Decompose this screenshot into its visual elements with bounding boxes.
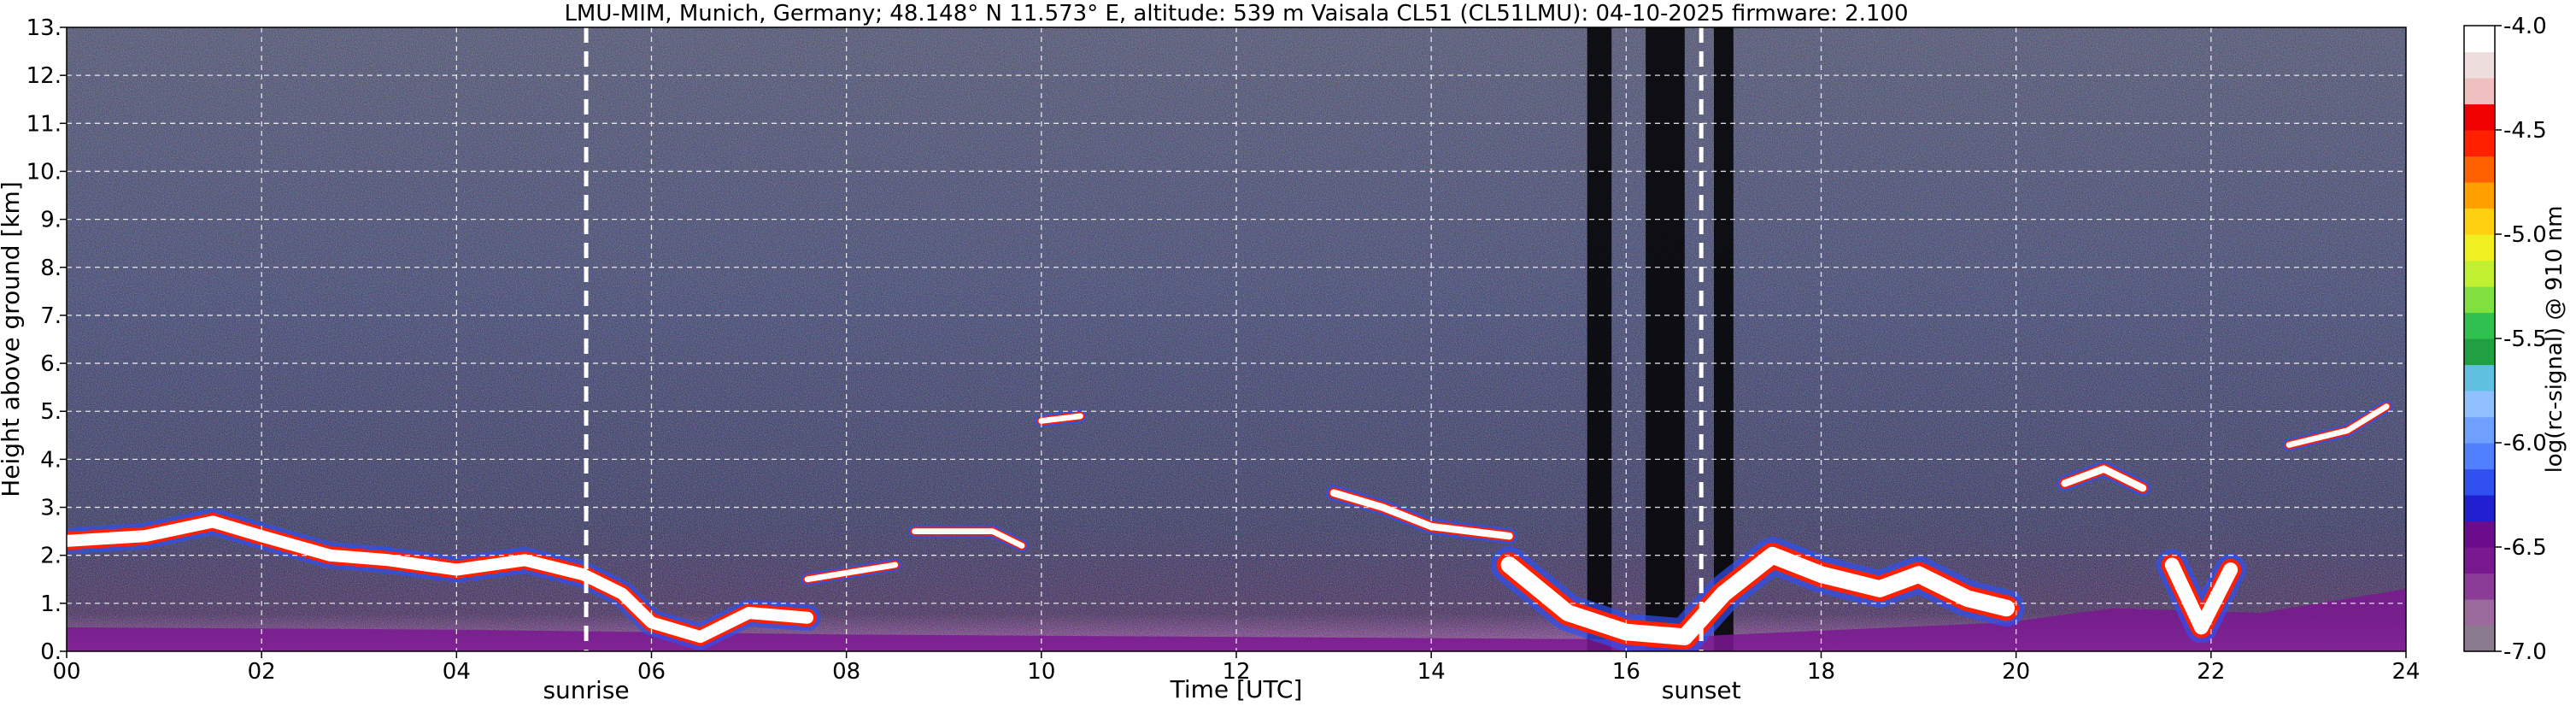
plot-area [67, 27, 2406, 651]
x-tick-label: 18 [1807, 659, 1835, 685]
colorbar-tick-label: -6.0 [2503, 431, 2547, 456]
y-tick-label: 9. [40, 208, 62, 233]
low-signal-columns [1587, 27, 1734, 651]
colorbar-segment [2464, 182, 2495, 209]
x-tick-label: 02 [248, 659, 276, 685]
x-tick-label: 22 [2197, 659, 2225, 685]
y-tick-label: 5. [40, 399, 62, 425]
colorbar-segment [2464, 573, 2495, 600]
cloud-layer-mid-patches-b [908, 525, 1029, 552]
x-tick-label: 20 [2002, 659, 2030, 685]
colorbar-segment [2464, 234, 2495, 262]
colorbar-segment [2464, 130, 2495, 157]
colorbar-tick-label: -5.0 [2503, 222, 2547, 248]
dark-column [1646, 27, 1685, 651]
dark-column [1587, 27, 1612, 651]
y-tick-label: 0. [40, 639, 62, 665]
y-axis-label: Height above ground [km] [0, 181, 25, 497]
cloud-layer-mid-patches-d [1325, 485, 1517, 544]
colorbar-segment [2464, 521, 2495, 548]
colorbar-tick-label: -5.5 [2503, 327, 2547, 352]
y-axis-ticks: 0. 1. 2. 3. 4. 5. 6. 7. 8. 9. 10. 11. 12. 13. [26, 15, 67, 665]
colorbar: -7.0 -6.5 -6.0 -5.5 -5.0 -4.5 -4.0 [2463, 14, 2547, 665]
y-tick-label: 4. [40, 447, 62, 473]
y-tick-label: 7. [40, 303, 62, 329]
cloud-layer-mid-patches-c [1035, 409, 1087, 427]
cloud-layer-evening-low [2156, 549, 2247, 644]
x-tick-label: 24 [2391, 659, 2420, 685]
colorbar-segment [2464, 103, 2495, 131]
cloud-layers [67, 400, 2393, 651]
colorbar-segment [2464, 625, 2495, 652]
colorbar-segment [2464, 391, 2495, 418]
event-label-sunrise: sunrise [543, 676, 629, 704]
x-tick-label: 14 [1417, 659, 1446, 685]
colorbar-segment [2464, 547, 2495, 574]
x-tick-label: 16 [1612, 659, 1640, 685]
colorbar-tick-label: -4.0 [2503, 14, 2547, 39]
colorbar-tick-label: -4.5 [2503, 118, 2547, 144]
event-label-sunset: sunset [1662, 676, 1741, 704]
colorbar-segment [2464, 312, 2495, 339]
x-tick-label: 10 [1027, 659, 1055, 685]
colorbar-segment [2464, 26, 2495, 53]
cloud-layer-mid-patches-a [801, 558, 902, 586]
colorbar-segment [2464, 443, 2495, 470]
colorbar-tick-label: -6.5 [2503, 535, 2547, 561]
colorbar-segment [2464, 78, 2495, 105]
y-tick-label: 12. [26, 63, 62, 89]
grid-lines [67, 27, 2406, 651]
colorbar-segment [2464, 495, 2495, 522]
event-labels: sunrise sunset [543, 676, 1740, 704]
colorbar-segment [2464, 156, 2495, 183]
y-tick-label: 10. [26, 159, 62, 185]
colorbar-segment [2464, 260, 2495, 287]
x-tick-label: 08 [832, 659, 860, 685]
colorbar-segment [2464, 364, 2495, 391]
x-tick-label: 12 [1222, 659, 1250, 685]
event-lines [584, 27, 1704, 651]
y-tick-label: 13. [26, 15, 62, 41]
x-tick-label: 00 [52, 659, 80, 685]
chart-title: LMU-MIM, Munich, Germany; 48.148° N 11.5… [564, 1, 1908, 26]
y-tick-label: 6. [40, 351, 62, 377]
colorbar-label: log(rc-signal) @ 910 nm [2542, 206, 2567, 474]
colorbar-segment [2464, 286, 2495, 314]
dark-column [1714, 27, 1734, 651]
cloud-layer-morning-layer [67, 508, 821, 650]
y-tick-label: 8. [40, 256, 62, 281]
colorbar-segment [2464, 338, 2495, 366]
colorbar-segment [2464, 208, 2495, 235]
y-tick-label: 2. [40, 544, 62, 569]
cloud-layer-late-aloft [2282, 400, 2393, 451]
colorbar-segment [2464, 599, 2495, 627]
x-axis-ticks: 00 02 04 06 08 10 12 14 16 18 20 22 24 [52, 651, 2421, 685]
colorbar-segment [2464, 51, 2495, 79]
x-tick-label: 06 [637, 659, 666, 685]
colorbar-tick-label: -7.0 [2503, 639, 2547, 665]
y-tick-label: 11. [26, 111, 62, 137]
x-tick-label: 04 [443, 659, 471, 685]
x-axis-label: Time [UTC] [1170, 675, 1303, 703]
cloud-layer-evening-mid [2057, 461, 2151, 497]
y-tick-label: 3. [40, 496, 62, 521]
y-tick-label: 1. [40, 591, 62, 617]
colorbar-segment [2464, 468, 2495, 496]
colorbar-segment [2464, 416, 2495, 444]
